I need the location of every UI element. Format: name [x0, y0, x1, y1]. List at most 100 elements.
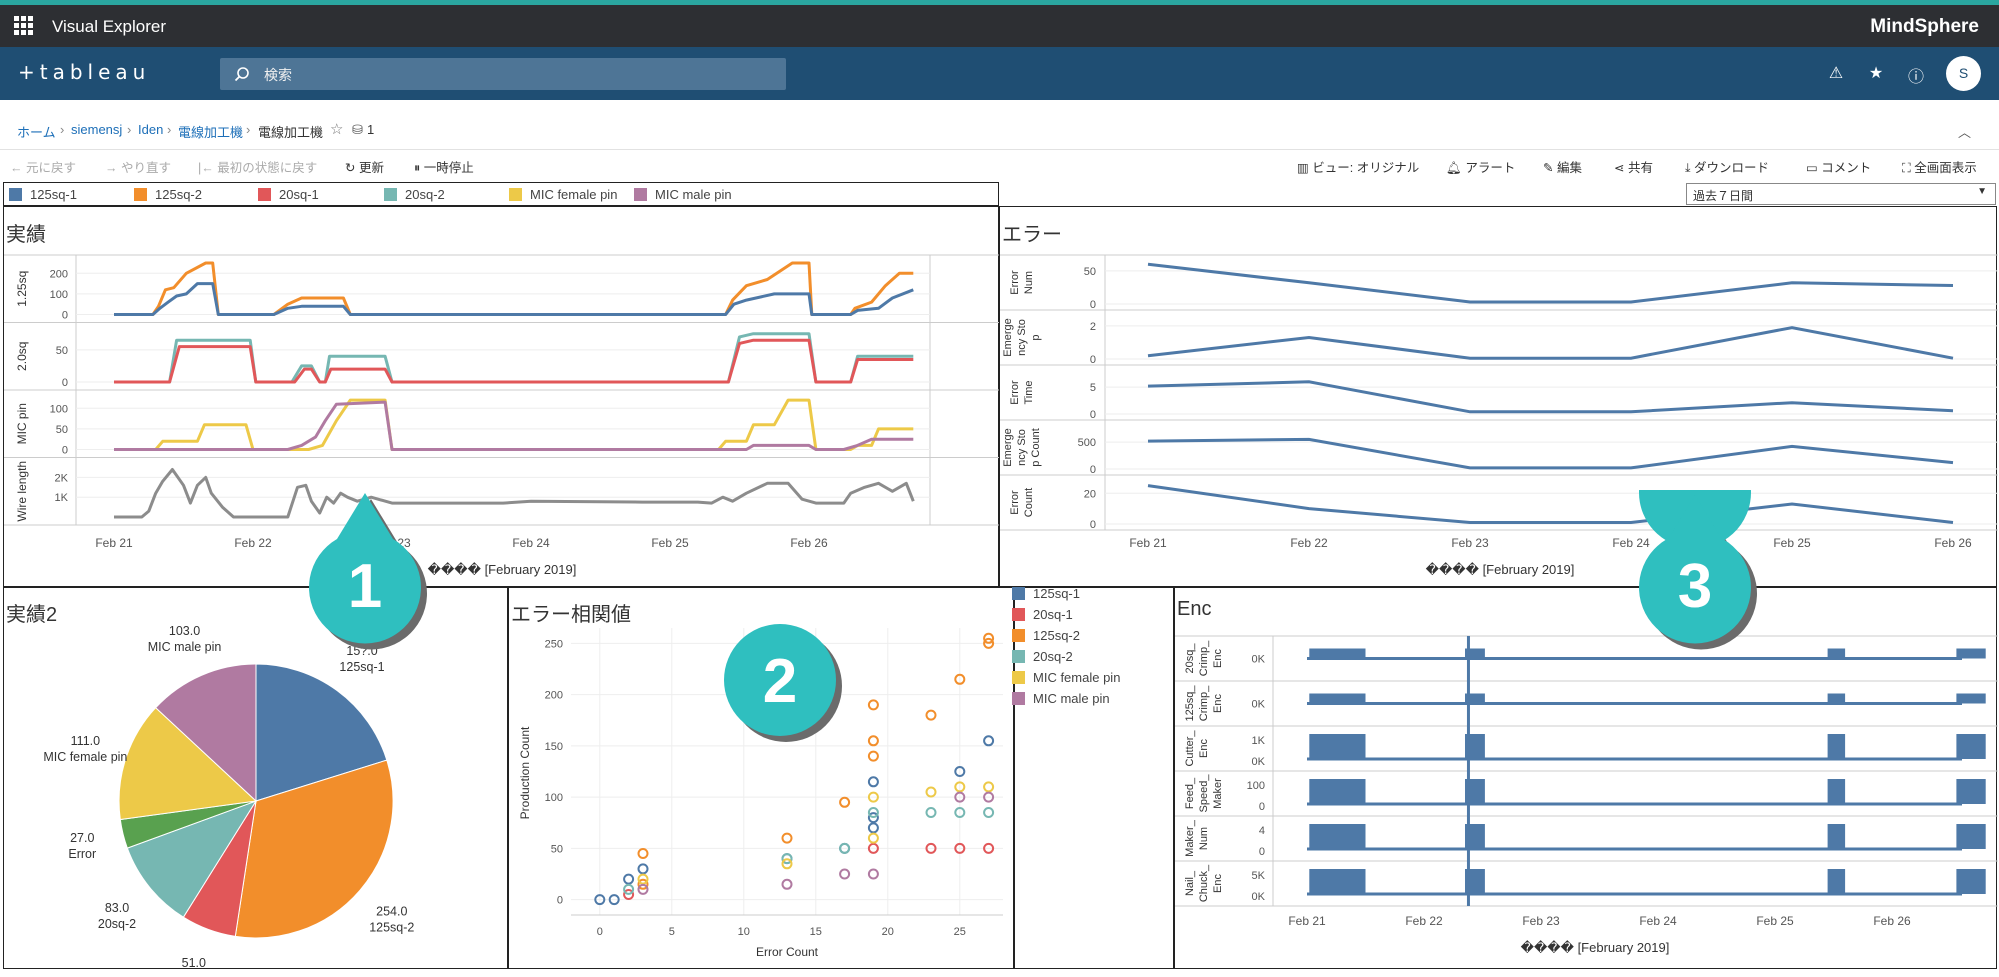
- tick-label: 0: [62, 377, 68, 389]
- search-input[interactable]: 検索: [220, 58, 786, 90]
- panel-jisseki: 実績 1.25sq 200 100 0 2.0sq 50 0 MIC pin 100 50 0 Wir…: [3, 206, 1000, 587]
- jisseki-chart: 1.25sq 200 100 0 2.0sq 50 0 MIC pin 100 50 0 Wire l…: [4, 254, 1000, 577]
- tableau-bar: +tableau 検索 ⚠ ★ ⓘ S: [0, 47, 1999, 100]
- legend-item[interactable]: 20sq-1: [258, 187, 319, 202]
- star-icon[interactable]: ★: [1868, 65, 1884, 82]
- pause-button[interactable]: ⏸ 一時停止: [414, 161, 474, 175]
- tick-label: 0: [1090, 354, 1096, 366]
- pie-slice-20sq-2: [126, 800, 258, 918]
- breadcrumb-home[interactable]: ホーム: [17, 125, 56, 140]
- datasource-icon[interactable]: ⛁: [352, 122, 363, 137]
- scatter-point: [954, 791, 966, 803]
- favorite-star-icon[interactable]: ☆: [330, 121, 344, 138]
- info-icon[interactable]: ⓘ: [1907, 69, 1924, 86]
- legend-item[interactable]: MIC male pin: [634, 187, 732, 202]
- undo-button[interactable]: ← 元に戻す: [10, 161, 76, 175]
- scatter-point: [954, 807, 966, 818]
- legend-item[interactable]: 20sq-1: [1012, 607, 1120, 628]
- panel-enc: Enc 20sq_ Crimp_ Enc 0K 125sq_ Crimp_ Enc 0K Cut…: [1174, 587, 1998, 969]
- tick-label: 5K: [1252, 870, 1266, 882]
- breadcrumb-project[interactable]: Iden: [138, 122, 164, 137]
- scatter-point: [637, 848, 649, 859]
- callout-badge-2: 2: [724, 624, 842, 742]
- legend-item[interactable]: 125sq-2: [134, 187, 202, 202]
- pie-name-label: MIC female pin: [43, 750, 127, 764]
- x-tick-label: Feb 25: [1756, 914, 1794, 928]
- scatter-point: [925, 709, 937, 721]
- tick-label: 1K: [1252, 735, 1266, 747]
- fullscreen-button[interactable]: ⛶ 全画面表示: [1902, 161, 1977, 175]
- row-label: ncy Sto: [1016, 429, 1028, 466]
- series-line: [1147, 437, 1954, 470]
- tick-label: 100: [50, 403, 68, 415]
- edit-button[interactable]: ✎ 編集: [1543, 161, 1582, 175]
- tick-label: 1K: [55, 492, 69, 504]
- row-label: 125sq_: [1184, 685, 1196, 722]
- tick-label: 4: [1259, 825, 1265, 837]
- breadcrumb-workbook[interactable]: 電線加工機: [178, 125, 244, 140]
- revert-button[interactable]: |← 最初の状態に戻す: [198, 161, 318, 175]
- legend-item[interactable]: 125sq-2: [1012, 628, 1120, 649]
- scatter-point: [867, 750, 879, 762]
- app-title: Visual Explorer: [52, 17, 167, 36]
- badge-label: 3: [1678, 552, 1712, 621]
- legend-item[interactable]: MIC male pin: [1012, 691, 1120, 712]
- scatter-point: [954, 781, 966, 793]
- legend-item[interactable]: MIC female pin: [509, 187, 617, 202]
- enc-burst: [1956, 824, 1986, 849]
- row-label: Enc: [1198, 739, 1210, 758]
- series-line-125sq-1: [114, 282, 914, 316]
- x-tick-label: Feb 25: [651, 536, 689, 550]
- share-button[interactable]: ⋖ 共有: [1614, 161, 1653, 175]
- x-tick-label: Feb 24: [512, 536, 550, 550]
- view-original-button[interactable]: ▥ ビュー: オリジナル: [1297, 161, 1420, 175]
- pie-slice-125sq-2: [234, 759, 394, 939]
- scatter-point: [983, 632, 995, 644]
- row-label: p Count: [1030, 428, 1042, 467]
- app-launcher-icon[interactable]: [14, 16, 34, 36]
- legend-item[interactable]: MIC female pin: [1012, 670, 1120, 691]
- x-tick-label: Feb 24: [1639, 914, 1677, 928]
- refresh-button[interactable]: ↻ 更新: [345, 161, 384, 175]
- row-label: Count: [1023, 488, 1035, 517]
- breadcrumb-site[interactable]: siemensj: [71, 122, 123, 137]
- x-tick-label: Feb 25: [1773, 536, 1811, 550]
- tableau-logo[interactable]: +tableau: [18, 60, 151, 84]
- scatter-point: [867, 807, 879, 818]
- chart-title: 実績: [6, 224, 46, 246]
- tick-label: 200: [50, 268, 68, 280]
- panel-legend2: [1014, 587, 1174, 969]
- scatter-point: [867, 735, 879, 747]
- tick-label: 2K: [55, 472, 69, 484]
- legend-item[interactable]: 125sq-1: [9, 187, 77, 202]
- breadcrumb-sep: ›: [60, 122, 65, 137]
- x-tick-label: 15: [810, 926, 822, 938]
- redo-button[interactable]: → やり直す: [105, 161, 171, 175]
- avatar[interactable]: S: [1946, 56, 1981, 91]
- warning-icon[interactable]: ⚠: [1828, 65, 1844, 82]
- scatter-point: [925, 842, 937, 854]
- comment-button[interactable]: ▭ コメント: [1806, 161, 1872, 175]
- row-label: Feed_: [1184, 777, 1196, 809]
- pie-value-label: 103.0: [169, 624, 200, 638]
- legend-item[interactable]: 20sq-2: [384, 187, 445, 202]
- x-tick-label: 25: [954, 926, 966, 938]
- brand-name: MindSphere: [1870, 16, 1979, 37]
- y-tick-label: 150: [545, 741, 563, 753]
- legend-item[interactable]: 20sq-2: [1012, 649, 1120, 670]
- date-range-select[interactable]: 過去７日間 ▼: [1686, 183, 1996, 205]
- scatter-point: [867, 791, 879, 803]
- download-button[interactable]: ⤓ ダウンロード: [1685, 161, 1770, 175]
- x-tick-label: 20: [882, 926, 894, 938]
- scatter-point: [954, 842, 966, 854]
- callout-badge-3: 3: [1639, 490, 1757, 650]
- enc-burst: [1465, 648, 1485, 659]
- alert-button[interactable]: 🔔︎ アラート: [1446, 161, 1516, 175]
- legend-item[interactable]: 125sq-1: [1012, 586, 1120, 607]
- scatter-point: [983, 842, 995, 854]
- collapse-chevron-icon[interactable]: ︿: [1958, 125, 1972, 140]
- scatter-legend: 125sq-1 20sq-1 125sq-2 20sq-2 MIC female…: [1012, 586, 1120, 712]
- scatter-point: [925, 807, 937, 818]
- scatter-point: [954, 766, 966, 777]
- row-label: Num: [1198, 827, 1210, 850]
